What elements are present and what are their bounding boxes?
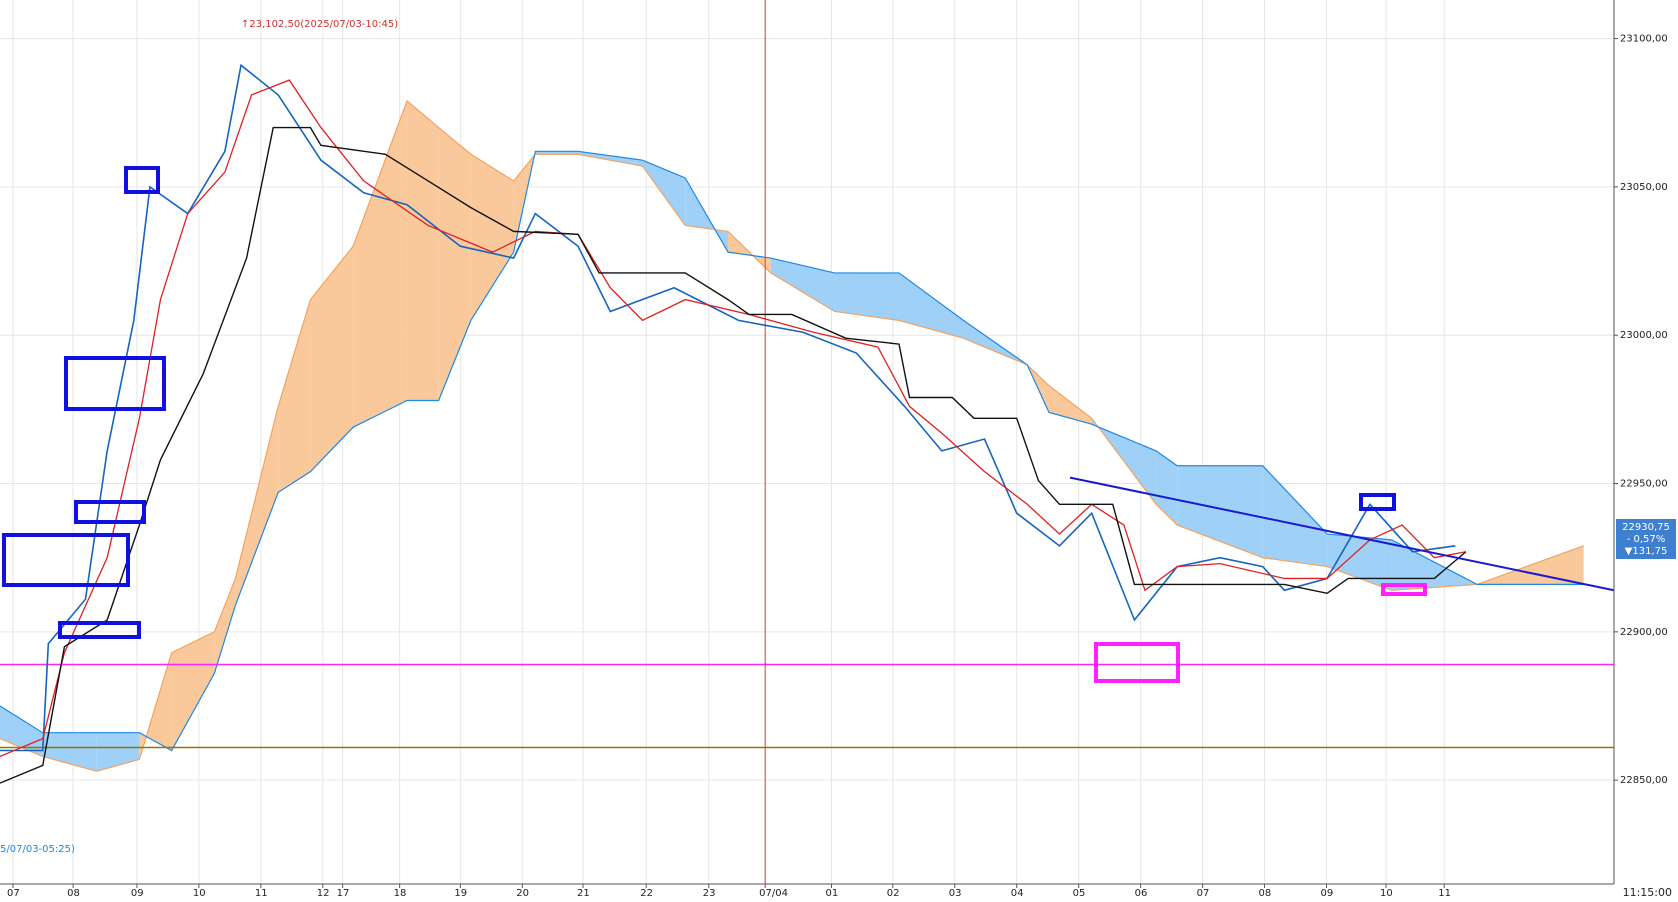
x-tick-label: 02 — [887, 888, 900, 899]
cloud-segment — [535, 151, 579, 155]
plot-area — [0, 0, 1614, 884]
y-tick-label: 22850,00 — [1620, 775, 1668, 786]
y-tick-label: 22950,00 — [1620, 479, 1668, 490]
series-line — [0, 126, 1467, 784]
annotation-box — [1094, 642, 1180, 683]
grid — [0, 0, 1614, 884]
last-price: 22930,75 — [1622, 522, 1670, 533]
x-tick-label: 21 — [577, 888, 590, 899]
y-tick-label: 22900,00 — [1620, 627, 1668, 638]
x-tick-label: 04 — [1011, 888, 1024, 899]
y-tick-label: 23100,00 — [1620, 34, 1668, 45]
cloud-segment — [1156, 450, 1178, 526]
cloud-segment — [96, 732, 140, 772]
x-tick-label: 23 — [703, 888, 716, 899]
annotation-box — [2, 533, 130, 587]
x-tick-label: 03 — [949, 888, 962, 899]
annotation-box — [74, 500, 146, 524]
x-tick-label: 11 — [255, 888, 268, 899]
change-pct: - 0,57% — [1627, 534, 1666, 545]
x-tick-label: 07 — [7, 888, 20, 899]
cloud-segment — [1177, 465, 1263, 558]
x-tick-label: 19 — [454, 888, 467, 899]
time-label: 11:15:00 — [1623, 886, 1672, 899]
annotation-box — [64, 356, 166, 411]
x-tick-label: 09 — [131, 888, 144, 899]
cloud-edge — [0, 99, 1584, 772]
cloud-segment — [42, 732, 97, 772]
cloud-segment — [1327, 533, 1392, 591]
x-tick-label: 10 — [193, 888, 206, 899]
series-line — [0, 79, 1467, 758]
x-tick-label: 18 — [394, 888, 407, 899]
cloud-segment — [770, 258, 835, 312]
cloud-segment — [235, 406, 279, 606]
x-tick-label: 05 — [1073, 888, 1086, 899]
cloud-segment — [353, 100, 408, 428]
trend-line — [1069, 476, 1614, 592]
low-annotation: 5/07/03-05:25) — [0, 844, 75, 855]
x-tick-label: 11 — [1438, 888, 1451, 899]
cloud-segment — [642, 160, 686, 226]
x-tick-label: 22 — [640, 888, 653, 899]
cloud-segment — [171, 631, 215, 751]
x-tick-label: 08 — [1259, 888, 1272, 899]
cloud-segment — [834, 272, 900, 321]
cloud-segment — [214, 578, 236, 674]
cloud-segment — [278, 299, 311, 493]
cloud-segment — [310, 246, 354, 472]
annotation-box — [1359, 493, 1396, 511]
cloud-edge — [0, 150, 1584, 752]
x-tick-label: 12 — [317, 888, 330, 899]
price-box — [1616, 519, 1676, 559]
cloud-segment — [899, 272, 964, 339]
drawn-boxes — [2, 166, 1427, 683]
annotation-box — [58, 621, 141, 639]
cloud-segment — [470, 154, 514, 321]
cloud-segment — [578, 151, 643, 167]
x-tick-label: 07/04 — [759, 888, 788, 899]
cloud-segment — [0, 706, 43, 757]
cloud-segment — [407, 100, 439, 401]
cloud-segment — [1262, 465, 1328, 567]
y-tick-label: 23000,00 — [1620, 330, 1668, 341]
x-tick-label: 20 — [516, 888, 529, 899]
high-annotation: ↑23,102,50(2025/07/03-10:45) — [241, 19, 398, 30]
x-tick-label: 01 — [825, 888, 838, 899]
annotation-box — [1381, 583, 1427, 596]
x-tick-label: 17 — [337, 888, 350, 899]
x-tick-label: 10 — [1380, 888, 1393, 899]
annotation-box — [124, 166, 160, 194]
change: ▼131,75 — [1625, 546, 1668, 557]
x-tick-label: 07 — [1197, 888, 1210, 899]
x-tick-label: 08 — [67, 888, 80, 899]
cloud-segment — [1048, 385, 1092, 425]
x-tick-label: 06 — [1135, 888, 1148, 899]
y-tick-label: 23050,00 — [1620, 182, 1668, 193]
x-tick-label: 09 — [1321, 888, 1334, 899]
cloud-segment — [438, 127, 471, 401]
